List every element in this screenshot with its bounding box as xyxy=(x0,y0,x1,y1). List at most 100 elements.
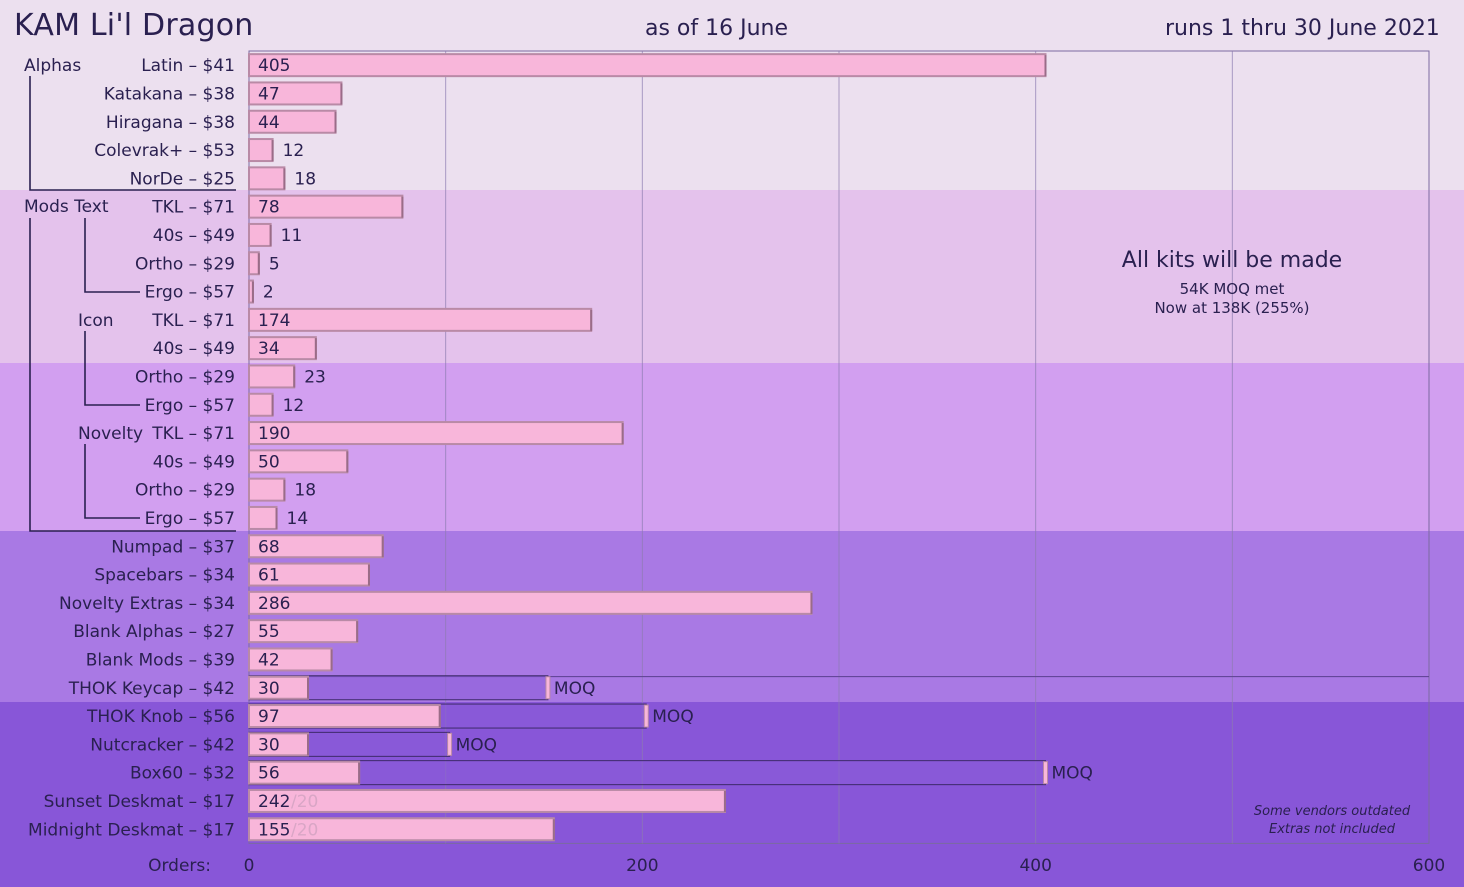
value-label: 78 xyxy=(258,198,280,218)
band-icon-novelty xyxy=(0,363,1464,531)
bar xyxy=(248,166,286,191)
category-label: Latin – $41 xyxy=(141,56,235,76)
group-label-icon: Icon xyxy=(78,311,114,331)
value-label: 61 xyxy=(258,566,280,586)
category-label: Numpad – $37 xyxy=(111,537,235,557)
note-moq-met: 54K MOQ met xyxy=(1180,280,1285,298)
value-label: 190 xyxy=(258,424,290,444)
moq-marker xyxy=(1043,761,1048,785)
extra-label: /20 xyxy=(291,792,318,812)
bar xyxy=(248,222,272,247)
category-label: Nutcracker – $42 xyxy=(90,735,235,755)
category-label: TKL – $71 xyxy=(151,198,235,218)
bar xyxy=(248,477,286,502)
band-extras xyxy=(0,531,1464,702)
x-tick-label: 200 xyxy=(626,856,658,876)
category-label: Katakana – $38 xyxy=(104,84,235,104)
category-label: 40s – $49 xyxy=(153,226,235,246)
moq-marker xyxy=(643,704,649,728)
moq-label: MOQ xyxy=(1052,764,1093,784)
category-label: Midnight Deskmat – $17 xyxy=(28,820,235,840)
category-label: THOK Knob – $56 xyxy=(86,707,235,727)
bar xyxy=(248,53,1047,78)
category-label: Novelty Extras – $34 xyxy=(59,594,235,614)
value-label: 155 xyxy=(258,820,290,840)
value-label: 5 xyxy=(269,254,280,274)
bracket-alphas xyxy=(29,76,236,191)
category-label: Ergo – $57 xyxy=(145,509,235,529)
moq-label: MOQ xyxy=(652,707,693,727)
value-label: 56 xyxy=(258,764,280,784)
bracket-icon xyxy=(84,331,140,406)
category-label: TKL – $71 xyxy=(151,311,235,331)
value-label: 11 xyxy=(281,226,303,246)
moq-marker xyxy=(447,732,453,756)
category-label: Ergo – $57 xyxy=(145,396,235,416)
moq-layer xyxy=(248,675,1048,786)
category-label: Hiragana – $38 xyxy=(106,113,235,133)
extra-label: /20 xyxy=(291,820,318,840)
value-label: 55 xyxy=(258,622,280,642)
group-label-alphas: Alphas xyxy=(24,56,81,76)
value-label: 174 xyxy=(258,311,290,331)
text-layer: Alphas Mods Text Icon Novelty All kits w… xyxy=(24,56,1411,876)
x-tick-label: 600 xyxy=(1413,856,1445,876)
run-dates: runs 1 thru 30 June 2021 xyxy=(1165,16,1440,41)
value-label: 2 xyxy=(263,283,274,303)
category-label: THOK Keycap – $42 xyxy=(68,679,235,699)
category-label: Ortho – $29 xyxy=(135,254,235,274)
category-label: Blank Alphas – $27 xyxy=(73,622,235,642)
category-label: Ergo – $57 xyxy=(145,283,235,303)
value-label: 14 xyxy=(287,509,309,529)
category-label: 40s – $49 xyxy=(153,339,235,359)
label-layer: 0 200 400 600 Latin – $41 405 Katakana – $38 47… xyxy=(28,56,1445,876)
note-now-at: Now at 138K (255%) xyxy=(1154,299,1309,317)
bar-layer xyxy=(248,53,1047,842)
note-headline: All kits will be made xyxy=(1122,248,1342,273)
category-label: 40s – $49 xyxy=(153,452,235,472)
bracket-layer xyxy=(29,76,236,532)
value-label: 242 xyxy=(258,792,290,812)
bar xyxy=(248,590,813,615)
footnote-extras: Extras not included xyxy=(1269,822,1396,837)
value-label: 405 xyxy=(258,56,290,76)
moq-label: MOQ xyxy=(554,679,595,699)
category-label: Ortho – $29 xyxy=(135,367,235,387)
moq-marker xyxy=(545,676,551,700)
bracket-mods-text xyxy=(84,218,140,293)
bar xyxy=(248,788,726,813)
moq-label: MOQ xyxy=(456,735,497,755)
x-tick-label: 0 xyxy=(244,856,255,876)
bar xyxy=(248,138,274,163)
category-label: Sunset Deskmat – $17 xyxy=(44,792,235,812)
value-label: 18 xyxy=(294,481,316,501)
category-label: Box60 – $32 xyxy=(130,764,235,784)
category-label: Ortho – $29 xyxy=(135,481,235,501)
value-label: 12 xyxy=(283,141,305,161)
bar xyxy=(248,307,593,332)
x-tick-label: 400 xyxy=(1019,856,1051,876)
value-label: 286 xyxy=(258,594,290,614)
as-of-date: as of 16 June xyxy=(645,16,789,41)
value-label: 97 xyxy=(258,707,280,727)
value-label: 30 xyxy=(258,735,280,755)
moq-range xyxy=(248,760,1046,786)
value-label: 68 xyxy=(258,537,280,557)
value-label: 12 xyxy=(283,396,305,416)
category-label: Spacebars – $34 xyxy=(94,566,235,586)
footnote-vendors: Some vendors outdated xyxy=(1254,804,1411,819)
category-label: Colevrak+ – $53 xyxy=(94,141,235,161)
value-label: 50 xyxy=(258,452,280,472)
band-alphas xyxy=(0,0,1464,190)
group-label-novelty: Novelty xyxy=(78,424,143,444)
bracket-mods xyxy=(29,218,236,532)
bar xyxy=(248,421,624,446)
category-label: TKL – $71 xyxy=(151,424,235,444)
category-label: Blank Mods – $39 xyxy=(86,650,235,670)
value-label: 44 xyxy=(258,113,280,133)
band-mods-text xyxy=(0,190,1464,363)
value-label: 30 xyxy=(258,679,280,699)
group-label-mods-text: Mods Text xyxy=(24,197,109,217)
